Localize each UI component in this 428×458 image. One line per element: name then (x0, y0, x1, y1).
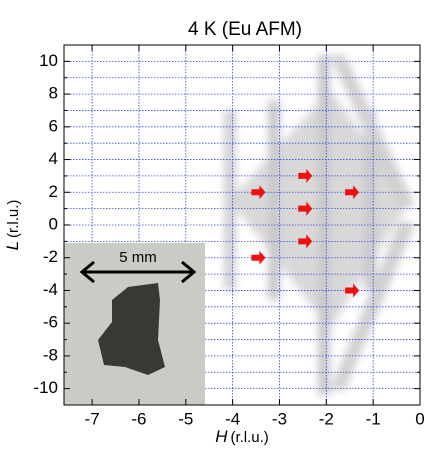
chart-title: 4 K (Eu AFM) (188, 19, 302, 40)
x-tick-label: -3 (272, 409, 287, 428)
axis-unit: (r.l.u.) (5, 200, 22, 238)
axis-variable: H (215, 427, 228, 446)
axis-variable: L (3, 241, 22, 250)
y-tick-label: 0 (49, 214, 58, 233)
scale-arrowhead (79, 260, 95, 284)
x-axis-label: H (r.l.u.) (215, 427, 269, 446)
y-tick-label: -8 (43, 345, 58, 364)
y-axis-label: L (r.l.u.) (3, 200, 22, 251)
x-tick-label: 0 (415, 409, 424, 428)
y-tick-label: 2 (49, 182, 58, 201)
arrow (251, 250, 266, 265)
y-tick-label: -4 (43, 280, 58, 299)
arrow (298, 201, 313, 216)
y-tick-label: 10 (39, 51, 58, 70)
x-tick-label: -1 (366, 409, 381, 428)
y-tick-label: -2 (43, 247, 58, 266)
y-tick-label: -10 (33, 378, 58, 397)
x-tick-label: -5 (178, 409, 193, 428)
y-tick-label: 8 (49, 84, 58, 103)
arrow (298, 234, 313, 249)
y-tick-label: -6 (43, 313, 58, 332)
x-tick-label: -7 (85, 409, 100, 428)
crystal (98, 283, 165, 375)
axis-unit: (r.l.u.) (230, 429, 268, 446)
y-tick-label: 4 (49, 149, 58, 168)
x-tick-label: -6 (131, 409, 146, 428)
plot-frame (63, 44, 421, 406)
x-tick-label: -4 (225, 409, 240, 428)
diffraction-texture (224, 55, 415, 395)
arrow (345, 283, 360, 298)
scale-arrowhead (181, 260, 197, 284)
x-tick-label: -2 (319, 409, 334, 428)
y-tick-label: 6 (49, 116, 58, 135)
arrow (251, 185, 266, 200)
arrow (345, 185, 360, 200)
inset-label: 5 mm (119, 249, 157, 266)
arrow (298, 168, 313, 183)
inset-photo: 5 mm (64, 243, 205, 405)
